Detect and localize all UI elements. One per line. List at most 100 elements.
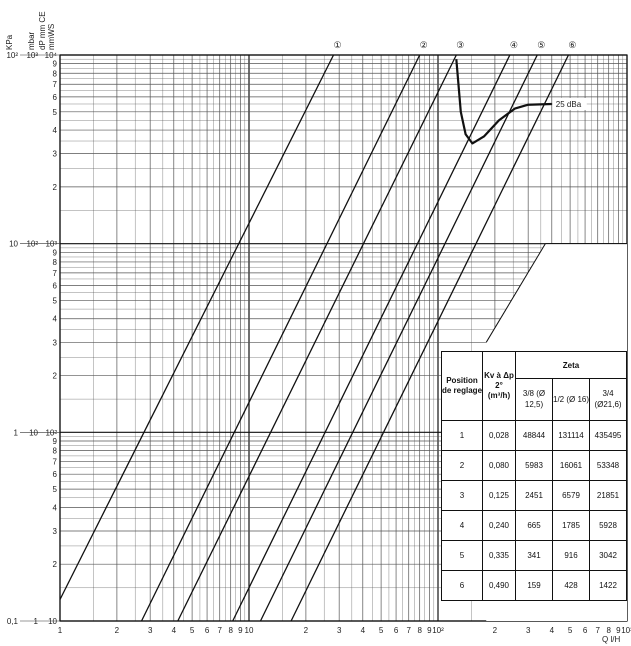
- table-header-size: 3/4 (Ø21,6): [589, 378, 627, 421]
- table-header-size: 1/2 (Ø 16): [552, 378, 590, 421]
- table-cell: 0,028: [482, 420, 516, 451]
- x-tick-label: 5: [379, 626, 384, 635]
- y-tick-label: 8: [53, 447, 58, 456]
- x-tick-label: 9: [238, 626, 243, 635]
- table-cell: 435495: [589, 420, 627, 451]
- series-marker-label: ③: [456, 40, 464, 50]
- y-tick-label: 9: [53, 60, 58, 69]
- series-line: [59, 54, 335, 600]
- x-tick-label: 8: [417, 626, 422, 635]
- y-tick-label: 4: [53, 315, 58, 324]
- table-header-kv: Kv à Δp 2° (m³/h): [482, 351, 516, 421]
- table-cell: 53348: [589, 450, 627, 481]
- table-cell: 5928: [589, 510, 627, 541]
- y-tick-label: 7: [53, 80, 58, 89]
- y-tick-label: 2: [53, 183, 58, 192]
- y-tick-label: 5: [53, 108, 58, 117]
- table-cell: 3042: [589, 540, 627, 571]
- unit-kpa-label: KPa: [5, 34, 14, 50]
- unit-mmws-label: mmWS: [47, 24, 56, 50]
- series-marker-label: ①: [333, 40, 341, 50]
- series-line: [259, 54, 538, 622]
- y-tick-label: 2: [53, 560, 58, 569]
- table-row: 4 0,240 665 1785 5928: [441, 510, 627, 541]
- table-cell: 5983: [515, 450, 553, 481]
- y-tick-label: 7: [53, 458, 58, 467]
- table-header-zeta: Zeta: [515, 350, 627, 380]
- table-cell: 16061: [552, 450, 590, 481]
- x-tick-label: 2: [493, 626, 498, 635]
- unit-mbar-label: mbar: [27, 31, 36, 50]
- table-row: 5 0,335 341 916 3042: [441, 540, 627, 571]
- series-line: [290, 54, 570, 622]
- y-tick-label: 8: [53, 69, 58, 78]
- y-tick-label: 10³: [45, 240, 57, 249]
- noise-curve-label: 25 dBa: [556, 100, 582, 109]
- x-tick-label: 10²: [432, 626, 444, 635]
- x-tick-label: 4: [361, 626, 366, 635]
- y-tick-label: 7: [53, 269, 58, 278]
- series-line: [177, 54, 457, 622]
- x-axis-unit-label: Q l/H: [602, 635, 620, 644]
- series-lines: ① ② ③ ④ ⑤ ⑥ 25 dBa: [59, 40, 587, 622]
- x-tick-label: 6: [205, 626, 210, 635]
- x-tick-label: 7: [595, 626, 600, 635]
- y-tick-label: 5: [53, 296, 58, 305]
- table-cell: 5: [441, 540, 483, 571]
- y-tick-label: 10⁴: [45, 51, 58, 60]
- noise-curve: [455, 59, 552, 145]
- table-cell: 1422: [589, 570, 627, 601]
- mbar-tick-label: 10³: [26, 51, 38, 60]
- x-tick-label: 5: [190, 626, 195, 635]
- x-tick-label: 5: [568, 626, 573, 635]
- table-cell: 3: [441, 480, 483, 511]
- y-tick-label: 9: [53, 248, 58, 257]
- x-tick-label: 6: [394, 626, 399, 635]
- table-cell: 1785: [552, 510, 590, 541]
- mbar-tick-label: 1: [34, 617, 39, 626]
- x-tick-label: 9: [427, 626, 432, 635]
- table-row: 1 0,028 48844 131114 435495: [441, 420, 627, 451]
- x-tick-label: 9: [616, 626, 621, 635]
- y-tick-label: 9: [53, 437, 58, 446]
- mbar-tick-label: 10: [29, 428, 38, 437]
- y-tick-label: 3: [53, 527, 58, 536]
- table-header-position: Position de reglage: [441, 351, 483, 421]
- series-line: [140, 54, 421, 622]
- table-cell: 665: [515, 510, 553, 541]
- table-cell: 1: [441, 420, 483, 451]
- y-tick-label: 10²: [45, 428, 57, 437]
- x-tick-label: 2: [304, 626, 309, 635]
- table-row: 2 0,080 5983 16061 53348: [441, 450, 627, 481]
- unit-mmce-label: dP mm CE: [38, 11, 47, 50]
- y-tick-label: 6: [53, 282, 58, 291]
- table-cell: 131114: [552, 420, 590, 451]
- x-tick-label: 8: [228, 626, 233, 635]
- series-marker-label: ⑥: [568, 40, 576, 50]
- table-cell: 6: [441, 570, 483, 601]
- series-marker-label: ④: [510, 40, 518, 50]
- y-tick-label: 5: [53, 485, 58, 494]
- x-tick-label: 4: [550, 626, 555, 635]
- table-row: 6 0,490 159 428 1422: [441, 570, 627, 601]
- table-row: 3 0,125 2451 6579 21851: [441, 480, 627, 511]
- kpa-tick-label: 0,1: [7, 617, 19, 626]
- x-tick-label: 10³: [621, 626, 631, 635]
- x-tick-label: 3: [337, 626, 342, 635]
- y-tick-label: 6: [53, 93, 58, 102]
- table-header-size: 3/8 (Ø 12,5): [515, 378, 553, 421]
- y-tick-label: 6: [53, 470, 58, 479]
- table-cell: 2451: [515, 480, 553, 511]
- table-cell: 48844: [515, 420, 553, 451]
- kpa-tick-label: 10²: [6, 51, 18, 60]
- table-cell: 341: [515, 540, 553, 571]
- series-line: [232, 54, 511, 622]
- y-tick-label: 10: [48, 617, 57, 626]
- kpa-tick-label: 1: [14, 428, 19, 437]
- table-cell: 0,240: [482, 510, 516, 541]
- table-cell: 0,335: [482, 540, 516, 571]
- table-cell: 2: [441, 450, 483, 481]
- noise-label-bg: [552, 97, 587, 110]
- y-tick-label: 3: [53, 338, 58, 347]
- y-tick-label: 4: [53, 503, 58, 512]
